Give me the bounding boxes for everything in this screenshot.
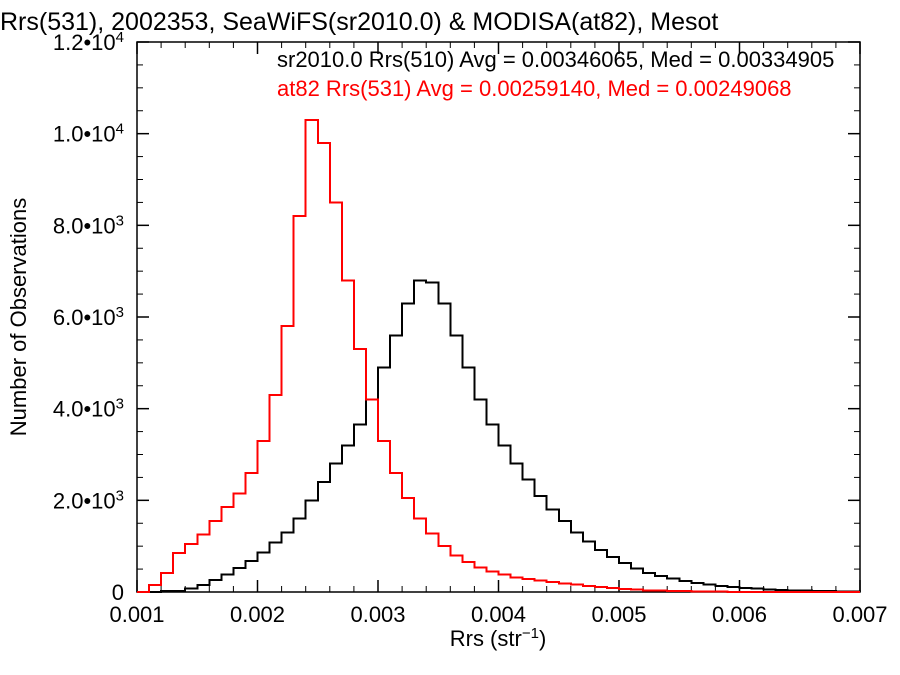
series-layer [137,118,861,593]
x-tick-label: 0.002 [230,602,285,627]
x-axis-label: Rrs (str−1) [450,625,547,652]
y-tick-label: 6.0•103 [53,304,124,331]
plot-frame [136,41,861,593]
y-axis-label: Number of Observations [6,198,31,436]
y-tick-exponent: 3 [116,487,124,504]
y-tick-label: 1.0•104 [53,120,124,147]
y-tick-label: 4.0•103 [53,395,124,422]
series-sr2010-step-line [137,279,861,593]
y-tick-exponent: 3 [116,304,124,321]
y-tick-exponent: 4 [116,120,124,137]
x-tick-label: 0.006 [712,602,767,627]
x-tick-label: 0.003 [350,602,405,627]
legend-label-series-2: at82 Rrs(531) Avg = 0.00259140, Med = 0.… [277,76,792,101]
legend-label-series-1: sr2010.0 Rrs(510) Avg = 0.00346065, Med … [277,47,834,72]
y-tick-label: 0 [112,580,124,605]
y-tick-exponent: 4 [116,29,124,46]
legend: sr2010.0 Rrs(510) Avg = 0.00346065, Med … [277,47,834,101]
y-tick-exponent: 3 [116,395,124,412]
x-tick-label: 0.001 [109,602,164,627]
y-axis-title: Number of Observations [6,198,31,436]
x-tick-label: 0.004 [471,602,526,627]
x-axis-title-exponent: −1 [522,625,539,642]
y-tick-exponent: 3 [116,212,124,229]
x-axis-title: Rrs (str−1) [450,625,547,652]
series-at82-step-line [137,118,860,593]
chart-title: Rrs(531), 2002353, SeaWiFS(sr2010.0) & M… [0,8,718,36]
x-tick-label: 0.005 [591,602,646,627]
x-tick-label: 0.007 [832,602,887,627]
plot-area: 0.001 0.002 0.003 0.004 0.005 0.006 0.007 0 2.0… [53,29,888,628]
y-axis: 0 2.0•103 4.0•103 6.0•103 8.0•103 1.0•104 1.2•… [53,29,860,605]
y-tick-label: 2.0•103 [53,487,124,514]
y-tick-label: 1.2•104 [53,29,124,56]
x-axis: 0.001 0.002 0.003 0.004 0.005 0.006 0.007 [109,42,888,627]
y-tick-label: 8.0•103 [53,212,124,239]
